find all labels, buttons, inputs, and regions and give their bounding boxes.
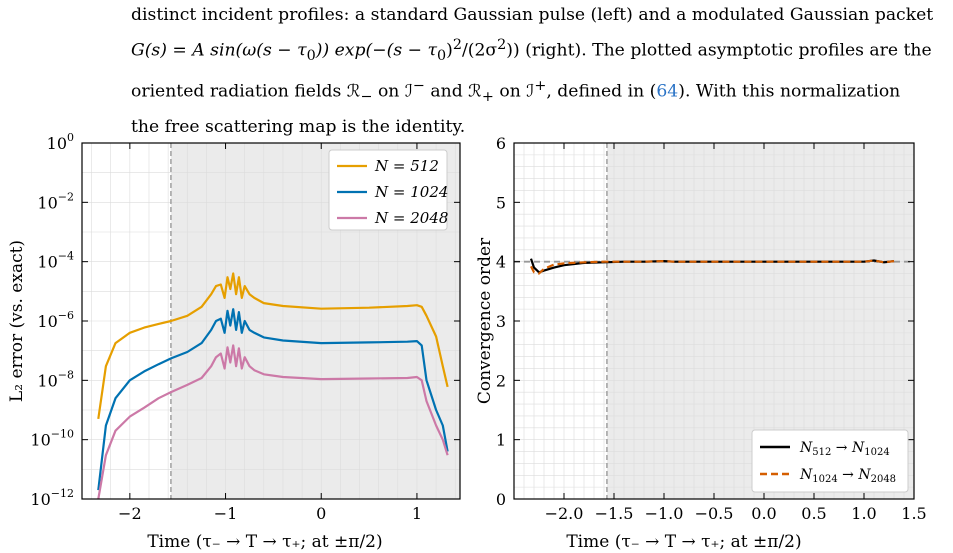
y-tick-label: 100 bbox=[47, 131, 74, 153]
equation-reference-link[interactable]: 64 bbox=[656, 81, 679, 102]
x-tick-label: −1.0 bbox=[645, 504, 684, 523]
y-tick-label: 4 bbox=[496, 253, 506, 272]
x-tick-label: 1.0 bbox=[851, 504, 876, 523]
y-tick-label: 10−6 bbox=[37, 309, 74, 331]
y-tick-label: 10−2 bbox=[37, 190, 74, 212]
x-tick-label: 0.5 bbox=[801, 504, 826, 523]
y-axis-label: Convergence order bbox=[475, 237, 495, 404]
y-tick-label: 10−10 bbox=[30, 428, 74, 450]
x-tick-label: 0 bbox=[316, 504, 326, 523]
x-axis-label: Time (τ₋ → T → τ₊; at ±π/2) bbox=[566, 532, 801, 552]
legend-label: N = 1024 bbox=[374, 183, 448, 201]
plot-panel-right: −2.0 −1.5 −1.0 −0.5 0.0 0.5 1.0 1.5 0 1 2 3 4 5 6 Time … bbox=[475, 134, 927, 552]
y-tick-label: 10−4 bbox=[37, 250, 74, 272]
y-tick-label: 1 bbox=[496, 431, 506, 450]
x-tick-label: −2.0 bbox=[545, 504, 584, 523]
y-tick-label: 2 bbox=[496, 371, 506, 390]
legend-label: N = 512 bbox=[374, 157, 439, 175]
y-tick-label: 5 bbox=[496, 193, 506, 212]
figure-caption: distinct incident profiles: a standard G… bbox=[131, 0, 943, 142]
caption-line-1: distinct incident profiles: a standard G… bbox=[131, 5, 934, 25]
series-line-1 bbox=[529, 258, 895, 274]
legend-box bbox=[751, 429, 909, 493]
legend-label: N1024 → N2048 bbox=[799, 467, 896, 485]
y-tick-label: 0 bbox=[496, 490, 506, 509]
legend-label: N = 2048 bbox=[374, 209, 448, 227]
y-axis-label: L₂ error (vs. exact) bbox=[7, 240, 27, 402]
x-tick-label: 0.0 bbox=[751, 504, 776, 523]
series-line-2 bbox=[97, 308, 449, 491]
x-tick-label: −0.5 bbox=[695, 504, 734, 523]
x-axis-label: Time (τ₋ → T → τ₊; at ±π/2) bbox=[147, 532, 382, 552]
x-tick-label: −1.5 bbox=[595, 504, 634, 523]
series-line-1 bbox=[97, 272, 449, 420]
series-line-3 bbox=[97, 344, 449, 500]
legend-label: N512 → N1024 bbox=[799, 440, 890, 458]
y-tick-label: 6 bbox=[496, 134, 506, 153]
legend-box bbox=[328, 149, 448, 231]
x-tick-label: −2 bbox=[118, 504, 142, 523]
caption-line-4: the free scattering map is the identity. bbox=[131, 117, 466, 138]
caption-line-2: G(s) = A sin(ω(s − τ0)) exp(−(s − τ0)2/(… bbox=[131, 37, 932, 65]
y-tick-label: 10−8 bbox=[37, 368, 74, 390]
x-tick-label: −1 bbox=[214, 504, 238, 523]
y-tick-label: 10−12 bbox=[30, 487, 74, 509]
grid-lines bbox=[82, 142, 460, 500]
y-tick-label: 3 bbox=[496, 312, 506, 331]
caption-line-3: oriented radiation fields ℛ− on ℐ− and ℛ… bbox=[131, 78, 901, 106]
x-tick-label: 1.5 bbox=[901, 504, 926, 523]
plot-panel-left: −2 −1 0 1 10−12 10−10 10−8 10−6 10−4 10−2 100 Time … bbox=[7, 131, 461, 552]
x-tick-label: 1 bbox=[412, 504, 422, 523]
